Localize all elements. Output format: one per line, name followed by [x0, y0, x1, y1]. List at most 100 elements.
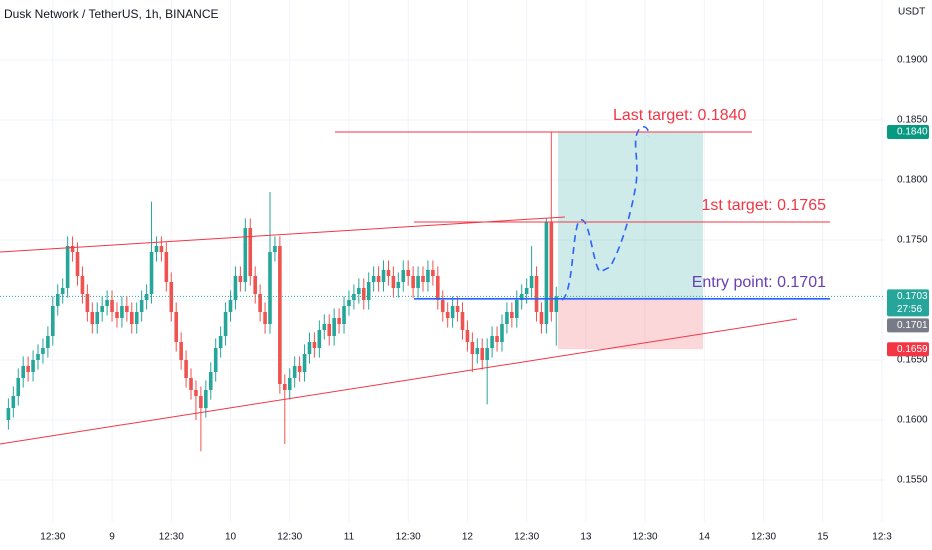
candle-body	[174, 312, 179, 342]
candle-body	[65, 246, 70, 288]
candle-body	[381, 270, 386, 282]
candle-body	[149, 252, 154, 294]
candle-body	[411, 276, 415, 288]
currency-label: USDT	[898, 7, 925, 18]
x-tick-label: 12:30	[633, 532, 658, 543]
x-tick-label: 10	[225, 532, 237, 543]
candle-body	[6, 408, 11, 420]
candle-body	[347, 300, 351, 306]
price-tag	[887, 125, 929, 139]
countdown-label: 27:56	[897, 304, 922, 315]
x-tick-label: 13	[580, 532, 592, 543]
price-tag-label: 0.1701	[897, 320, 928, 331]
candle-body	[366, 282, 371, 300]
y-tick-label: 0.1900	[897, 55, 928, 66]
candle-body	[139, 300, 144, 312]
overlay: Last target: 0.1840 1st target: 0.1765 Ent…	[0, 107, 885, 300]
candle-body	[455, 306, 460, 312]
x-tick-label: 12:30	[40, 532, 65, 543]
candle-body	[134, 312, 139, 324]
candle-body	[465, 330, 470, 342]
candle-body	[544, 222, 549, 324]
price-tag-label: 0.1703	[897, 291, 928, 302]
candle-body	[233, 276, 238, 300]
candle-body	[258, 294, 262, 312]
candle-body	[514, 300, 519, 318]
price-tag-label: 0.1659	[897, 344, 928, 355]
candle-body	[189, 378, 193, 390]
y-tick-label: 0.1650	[897, 355, 928, 366]
candle-body	[179, 342, 183, 360]
candle-body	[223, 312, 228, 336]
level-label: Entry point: 0.1701	[692, 274, 826, 291]
candle-body	[199, 396, 203, 408]
price-tag	[887, 318, 929, 333]
lower-trendline	[0, 318, 798, 445]
candle-body	[554, 296, 559, 312]
candle-body	[208, 372, 213, 390]
price-tag-label: 0.1840	[897, 127, 928, 138]
candle-body	[268, 252, 272, 324]
candle-body	[90, 312, 95, 324]
candle-body	[519, 294, 524, 300]
x-tick-label: 14	[699, 532, 711, 543]
candle-body	[287, 378, 292, 390]
candle-body	[85, 294, 90, 312]
x-tick-label: 12	[462, 532, 474, 543]
candle-body	[357, 288, 361, 294]
candle-body	[396, 282, 401, 288]
candle-body	[51, 306, 55, 336]
y-tick-label: 0.1750	[897, 235, 928, 246]
candle-body	[450, 306, 455, 318]
stop-zone	[558, 298, 703, 350]
candle-body	[169, 282, 174, 312]
candle-body	[144, 294, 149, 300]
candle-body	[80, 276, 85, 294]
candle-body	[327, 324, 332, 336]
candle-body	[371, 276, 376, 282]
candle-body	[495, 336, 499, 342]
x-tick-label: 11	[344, 532, 355, 543]
candle-body	[386, 270, 391, 276]
candle-body	[490, 336, 494, 348]
y-tick-label: 0.1800	[897, 175, 928, 186]
x-tick-label: 9	[109, 532, 115, 543]
candle-body	[342, 306, 346, 324]
candle-body	[460, 312, 465, 330]
candle-body	[445, 312, 450, 318]
candle-body	[302, 354, 307, 372]
x-tick-label: 12:30	[277, 532, 302, 543]
level-label: Last target: 0.1840	[613, 107, 747, 124]
candle-body	[164, 252, 169, 282]
candle-body	[159, 246, 164, 252]
chart-title: Dusk Network / TetherUS, 1h, BINANCE	[4, 7, 219, 21]
x-tick-label: 12:30	[396, 532, 421, 543]
candle-body	[228, 300, 233, 312]
candle-body	[332, 318, 336, 336]
candle-body	[105, 300, 109, 306]
candle-body	[549, 222, 554, 312]
candle-body	[480, 348, 485, 360]
candle-body	[70, 246, 75, 252]
candle-body	[500, 324, 504, 342]
candle-body	[154, 246, 159, 252]
y-tick-label: 0.1550	[897, 475, 928, 486]
plot	[6, 132, 559, 452]
candle-body	[539, 312, 544, 324]
candle-body	[337, 318, 341, 324]
candle-body	[253, 276, 257, 294]
y-tick-label: 0.1600	[897, 415, 928, 426]
profit-zone	[558, 132, 703, 299]
x-tick-label: 15	[817, 532, 829, 543]
candle-body	[475, 348, 480, 354]
candle-body	[213, 348, 218, 372]
candle-body	[184, 360, 188, 378]
candle-body	[100, 306, 104, 312]
candle-body	[470, 342, 475, 354]
candle-body	[194, 390, 198, 396]
candle-body	[510, 312, 514, 318]
candle-body	[11, 396, 16, 408]
upper-trendline	[0, 216, 566, 253]
candle-body	[95, 312, 100, 324]
